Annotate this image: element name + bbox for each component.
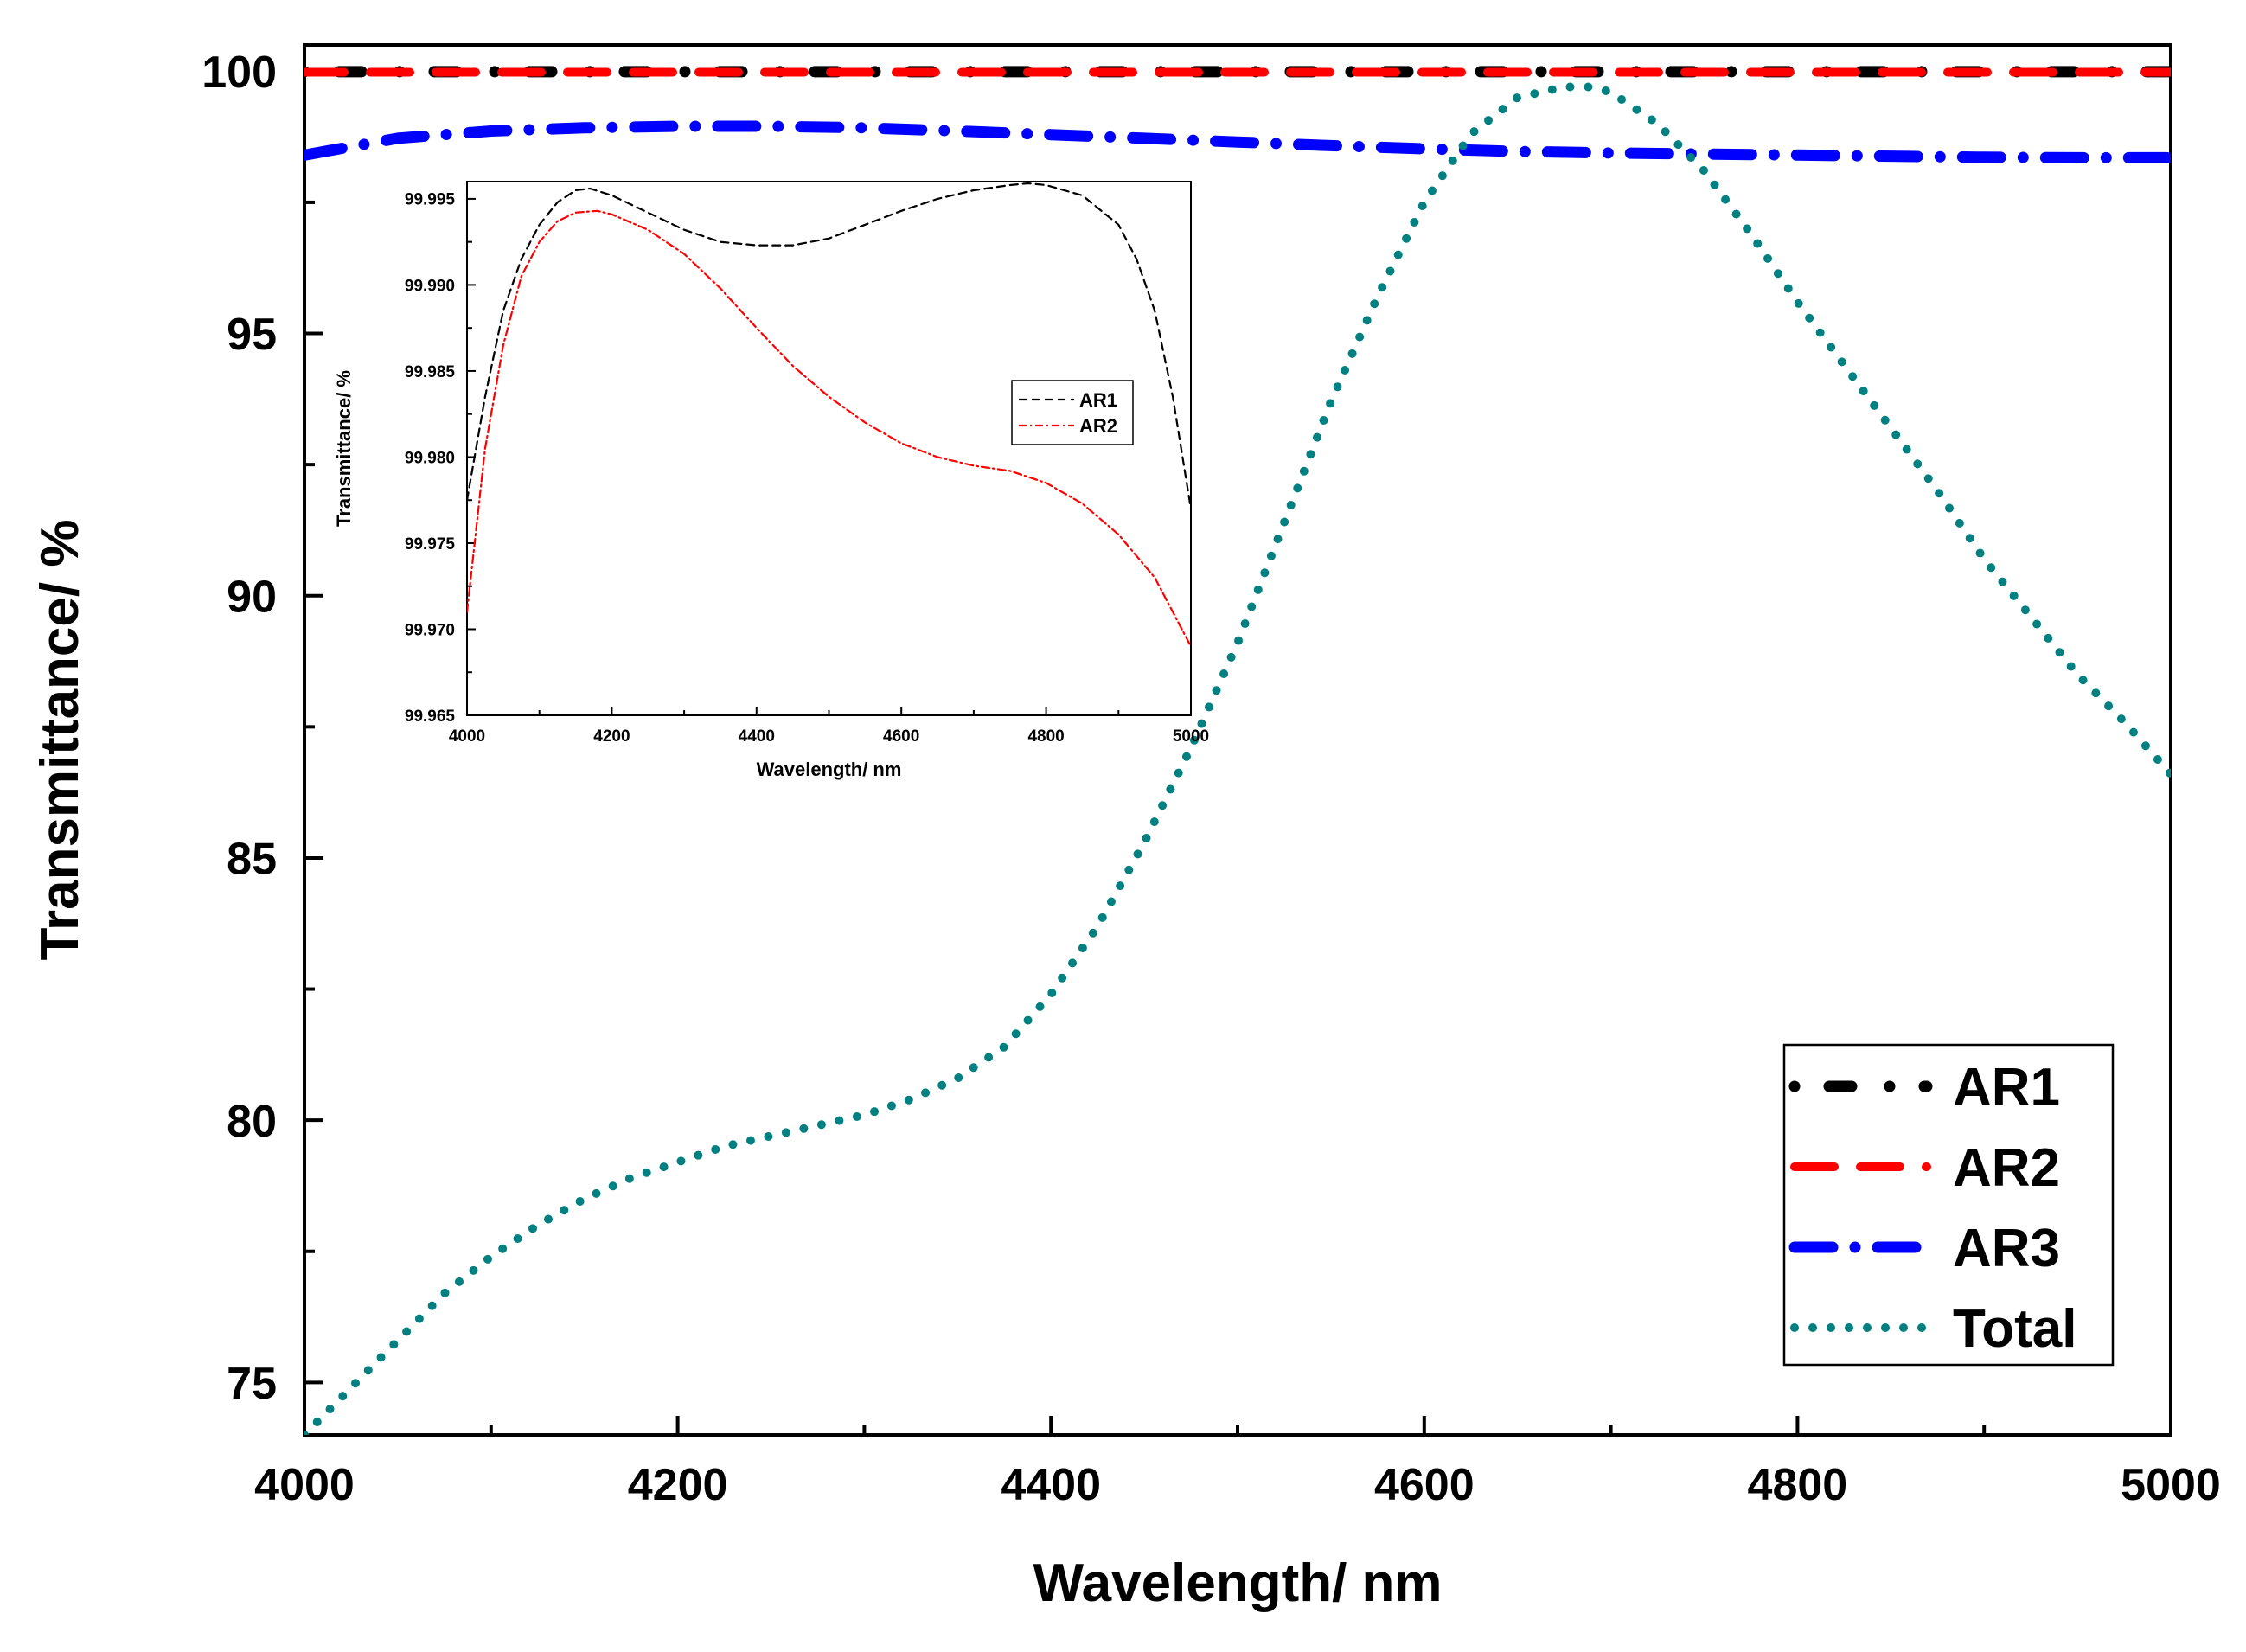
main-x-tick-label-4600: 4600 bbox=[1374, 1460, 1475, 1510]
main-legend-label-ar2: AR2 bbox=[1953, 1138, 2060, 1198]
inset-series-group bbox=[467, 182, 1191, 648]
main-x-tick-label-4800: 4800 bbox=[1748, 1460, 1848, 1510]
main-legend-label-ar1: AR1 bbox=[1953, 1058, 2060, 1117]
inset-series-ar2 bbox=[467, 209, 1191, 648]
main-x-tick-label-5000: 5000 bbox=[2121, 1460, 2221, 1510]
inset-y-axis-title: Transmittance/ % bbox=[333, 370, 355, 527]
main-legend-label-ar3: AR3 bbox=[1953, 1219, 2060, 1278]
main-legend-label-total: Total bbox=[1953, 1299, 2077, 1359]
inset-x-tick-label-4800: 4800 bbox=[1027, 727, 1064, 746]
inset-series-ar1 bbox=[467, 182, 1191, 510]
inset-x-tick-label-4200: 4200 bbox=[593, 727, 630, 746]
inset-y-tick-label-99.995: 99.995 bbox=[405, 191, 456, 209]
inset-y-tick-label-99.99: 99.990 bbox=[405, 277, 455, 295]
inset-chart: 4000 4200 4400 4600 4800 5000 99.965 99.970 99.9… bbox=[333, 181, 1209, 780]
inset-y-tick-label-99.97: 99.970 bbox=[405, 621, 455, 639]
inset-x-tick-label-4400: 4400 bbox=[739, 727, 775, 746]
main-legend: AR1 AR2 AR3 Total bbox=[1782, 1043, 2115, 1367]
inset-x-axis-title: Wavelength/ nm bbox=[757, 759, 902, 780]
main-y-tick-label-90: 90 bbox=[227, 572, 277, 622]
main-y-tick-label-80: 80 bbox=[227, 1097, 277, 1147]
inset-legend-label-ar2: AR2 bbox=[1079, 415, 1117, 437]
inset-x-tick-label-4000: 4000 bbox=[449, 727, 485, 746]
main-y-tick-label-100: 100 bbox=[202, 48, 277, 98]
main-legend-box bbox=[1782, 1043, 2115, 1367]
main-series-total bbox=[304, 82, 2171, 1435]
inset-plot-frame bbox=[466, 181, 1192, 716]
main-series-ar3 bbox=[304, 120, 2171, 163]
inset-y-tick-label-99.985: 99.985 bbox=[405, 363, 456, 381]
inset-legend-label-ar1: AR1 bbox=[1079, 389, 1117, 411]
main-y-tick-label-75: 75 bbox=[227, 1359, 277, 1409]
inset-y-tick-label-99.98: 99.980 bbox=[405, 449, 455, 467]
main-series-group bbox=[304, 66, 2171, 1435]
main-y-tick-label-85: 85 bbox=[227, 835, 277, 885]
main-x-axis-title: Wavelength/ nm bbox=[1033, 1553, 1442, 1613]
inset-y-tick-label-99.965: 99.965 bbox=[405, 708, 456, 726]
main-series bbox=[304, 66, 2171, 1435]
inset-x-tick-label-5000: 5000 bbox=[1173, 727, 1209, 746]
main-x-tick-label-4200: 4200 bbox=[628, 1460, 728, 1510]
inset-legend-box bbox=[1011, 380, 1134, 445]
main-x-tick-label-4400: 4400 bbox=[1001, 1460, 1101, 1510]
main-x-tick-label-4000: 4000 bbox=[254, 1460, 355, 1510]
main-y-axis-title: Transmittance/ % bbox=[30, 520, 90, 961]
main-y-tick-label-95: 95 bbox=[227, 310, 277, 360]
inset-x-tick-label-4600: 4600 bbox=[883, 727, 919, 746]
main-axes: 4000 4200 4400 4600 4800 5000 75 80 85 90 95 100 Wav… bbox=[30, 43, 2221, 1613]
inset-y-tick-label-99.975: 99.975 bbox=[405, 535, 456, 554]
